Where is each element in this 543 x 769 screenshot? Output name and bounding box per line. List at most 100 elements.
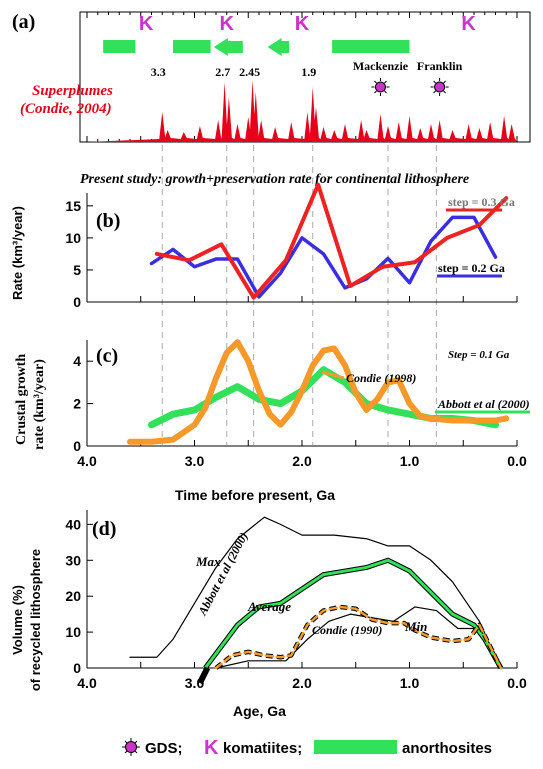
y-tick-label: 30 xyxy=(65,552,81,568)
y-tick-label: 2 xyxy=(73,396,81,412)
gds-icon-ray xyxy=(433,90,436,94)
superplume-age-label: 2.45 xyxy=(239,65,260,79)
series-average xyxy=(203,558,503,670)
gds-icon xyxy=(434,81,446,93)
panel-b-ylabel: Rate (km³/year) xyxy=(10,206,25,300)
y-tick-label: 10 xyxy=(65,230,81,246)
gds-icon-ray xyxy=(443,80,446,84)
panel-c: (c) Crustal growth rate (km³/year) 0 2 4 4.… xyxy=(14,339,530,503)
x-tick-label: 0.0 xyxy=(507,675,527,691)
komatiite-icon: K xyxy=(139,13,154,35)
panel-b-axes: 0 5 10 15 xyxy=(65,193,518,310)
series-step-0-2 xyxy=(149,215,498,299)
superplume-age-labels: 3.3 2.7 2.45 1.9 xyxy=(151,65,317,79)
gds-markers: Mackenzie Franklin xyxy=(353,59,463,96)
komatiite-icon: K xyxy=(461,13,476,35)
x-tick-label: 1.0 xyxy=(400,675,420,691)
x-tick-label: 2.0 xyxy=(292,453,312,469)
gds-event-label: Mackenzie xyxy=(353,59,409,73)
condie-1998-leader xyxy=(321,370,345,380)
gds-icon-ray xyxy=(443,90,446,94)
panel-c-ylabel-line1: Crustal growth xyxy=(14,354,29,445)
legend-komatiites-text: komatiites; xyxy=(223,740,302,757)
superplume-age-label: 1.9 xyxy=(301,65,316,79)
panel-b-label: (b) xyxy=(96,210,120,232)
panel-d-series xyxy=(129,516,504,685)
panel-d-ylabel-line2: of recycled lithosphere xyxy=(28,549,43,691)
abbott-2000-rotated-label: Abbott et al (2000) xyxy=(195,530,251,618)
panel-b: (b) Rate (km³/year) 0 5 10 15 step = 0.3 Ga… xyxy=(10,182,518,310)
panel-a: (a) Superplumes (Condie, 2004) 3.3 2.7 2.4… xyxy=(12,11,531,143)
average-tail xyxy=(197,666,211,685)
y-tick-label: 0 xyxy=(73,438,81,454)
panel-c-series xyxy=(127,339,530,445)
anorthosite-legend-icon xyxy=(314,740,397,754)
panel-c-xlabel: Time before present, Ga xyxy=(175,487,335,503)
condie-1998-label: Condie (1998) xyxy=(346,371,416,385)
gds-icon-ray xyxy=(374,80,377,84)
panel-a-label: (a) xyxy=(12,11,35,33)
y-tick-label: 5 xyxy=(73,262,81,278)
y-tick-label: 0 xyxy=(73,294,81,310)
panel-c-label: (c) xyxy=(96,345,118,367)
x-tick-label: 0.0 xyxy=(507,453,527,469)
y-tick-label: 40 xyxy=(65,516,81,532)
condie-1990-label: Condie (1990) xyxy=(312,623,382,637)
superplume-area xyxy=(87,80,517,142)
series-step-0-3 xyxy=(154,182,509,300)
y-tick-label: 10 xyxy=(65,624,81,640)
x-tick-label: 4.0 xyxy=(77,675,97,691)
gds-icon-ray xyxy=(384,90,387,94)
average-label: Average xyxy=(247,599,291,614)
anorthosite-bar xyxy=(332,40,410,53)
anorthosite-bar xyxy=(103,40,136,53)
panel-d: (d) Volume (%) of recycled lithosphere 0… xyxy=(10,510,527,719)
komatiite-icon: K xyxy=(220,13,235,35)
y-tick-label: 0 xyxy=(73,660,81,676)
x-tick-label: 3.0 xyxy=(185,453,205,469)
superplume-age-label: 2.7 xyxy=(215,65,230,79)
panel-b-title: Present study: growth+preservation rate … xyxy=(80,172,469,187)
gds-legend-icon xyxy=(122,738,140,756)
panel-d-ylabel-line1: Volume (%) xyxy=(10,585,25,655)
komatiite-icon: K xyxy=(295,13,310,35)
panel-d-label: (d) xyxy=(92,518,116,540)
anorthosite-bars xyxy=(103,38,410,56)
panel-d-xlabel: Age, Ga xyxy=(233,703,286,719)
bottom-legend: GDS; K komatiites; anorthosites xyxy=(122,737,492,759)
legend-step-0-2-label: step = 0.2 Ga xyxy=(438,261,505,275)
y-tick-label: 4 xyxy=(73,353,81,369)
y-tick-label: 20 xyxy=(65,588,81,604)
komatiite-legend-icon: K xyxy=(204,737,219,759)
panel-c-axes: 0 2 4 4.0 3.0 2.0 1.0 0.0 xyxy=(73,340,527,469)
gds-icon-ray xyxy=(384,80,387,84)
abbott-2000-label: Abbott et al (2000) xyxy=(437,397,530,411)
panel-c-ylabel-line2: rate (km³/year) xyxy=(32,359,47,450)
gds-event-label: Franklin xyxy=(417,59,463,73)
x-tick-label: 4.0 xyxy=(77,453,97,469)
legend-anorthosites-text: anorthosites xyxy=(402,740,492,757)
legend-step-0-3-label: step = 0.3 Ga xyxy=(448,195,515,209)
panel-b-legend: step = 0.3 Ga step = 0.2 Ga xyxy=(437,195,515,278)
anorthosite-arrow xyxy=(267,38,290,56)
superplumes-label: Superplumes xyxy=(32,83,113,99)
anorthosite-bar xyxy=(173,40,211,53)
panel-c-step-annotation: Step = 0.1 Ga xyxy=(448,349,510,361)
max-label: Max xyxy=(195,554,221,569)
series-condie-1998 xyxy=(127,339,510,445)
anorthosite-arrow xyxy=(213,38,243,56)
superplume-age-label: 3.3 xyxy=(151,65,166,79)
x-tick-label: 2.0 xyxy=(292,675,312,691)
gds-icon-ray xyxy=(374,90,377,94)
x-tick-label: 1.0 xyxy=(400,453,420,469)
y-tick-label: 15 xyxy=(65,198,81,214)
superplumes-citation: (Condie, 2004) xyxy=(20,101,112,117)
panel-b-series xyxy=(149,182,509,300)
legend-gds-text: GDS; xyxy=(145,740,183,757)
gds-icon-ray xyxy=(433,80,436,84)
gds-icon xyxy=(374,81,386,93)
min-label: Min xyxy=(404,619,427,634)
